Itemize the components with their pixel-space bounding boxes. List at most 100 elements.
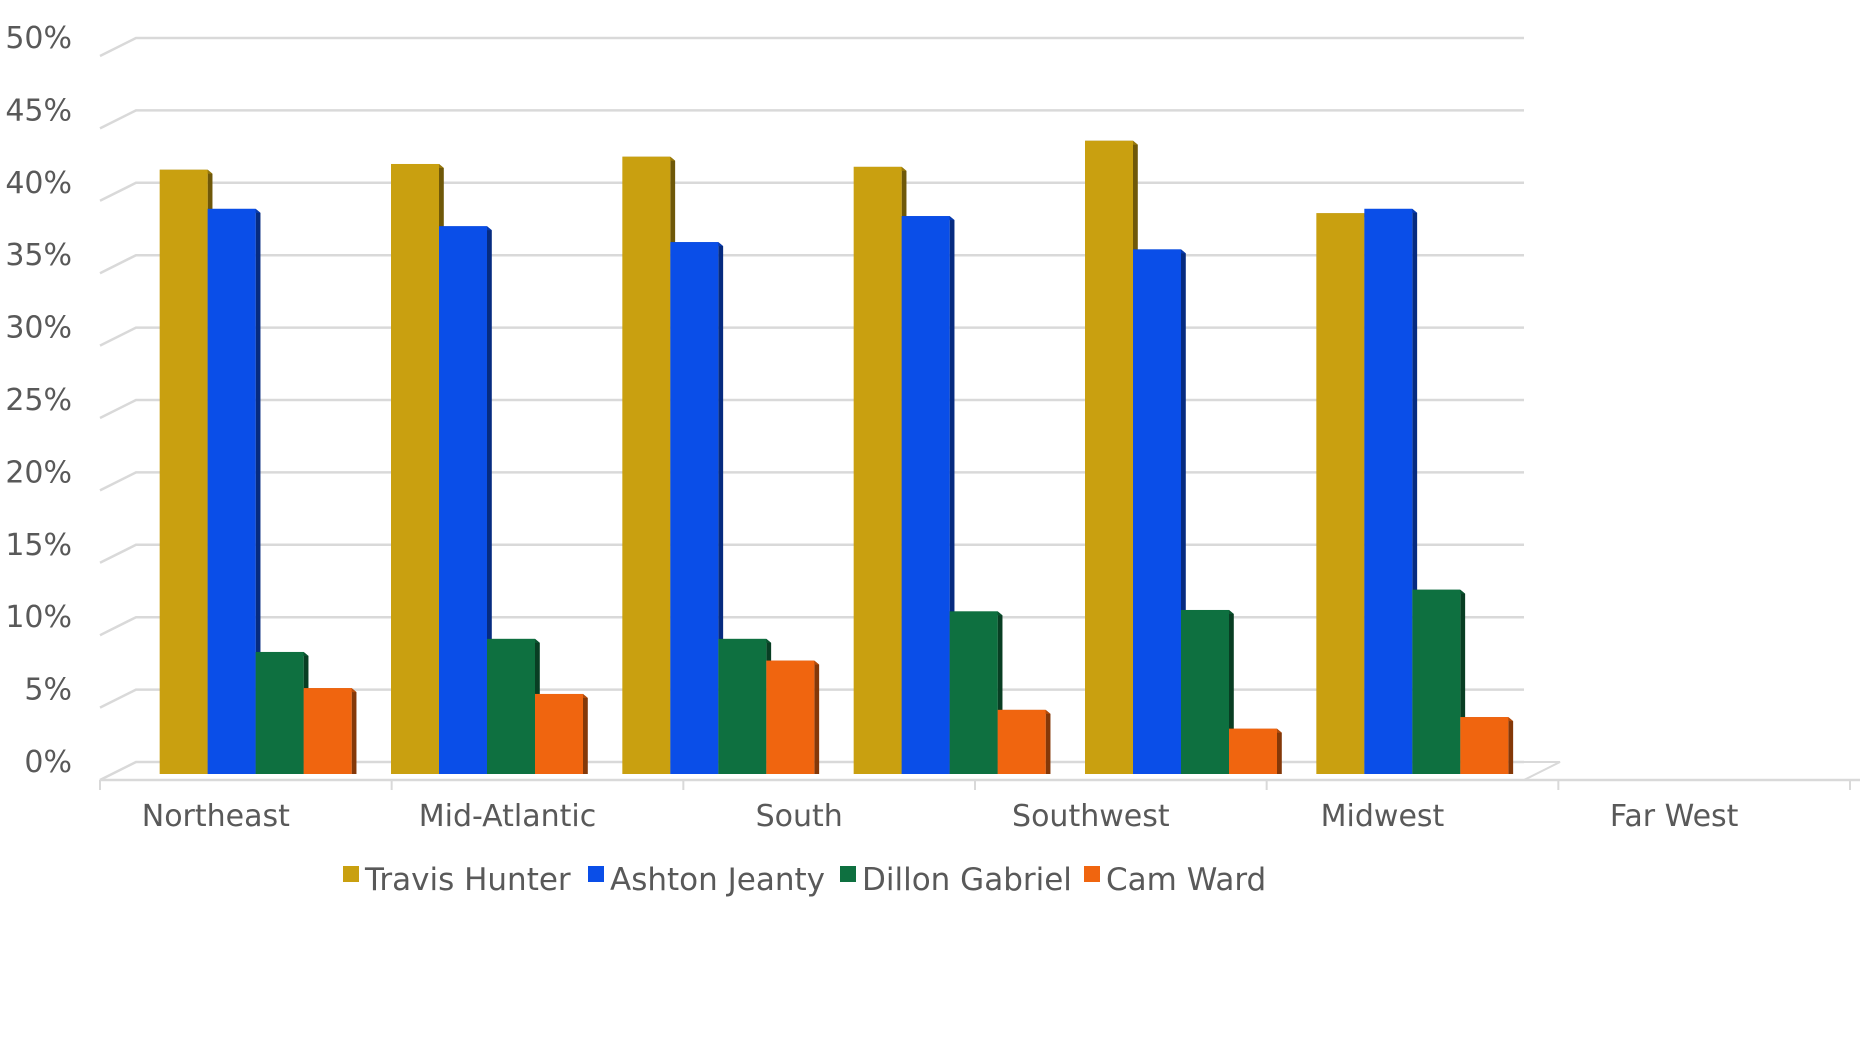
- bar-side: [487, 226, 492, 775]
- series-ashton-jeanty: [207, 208, 1418, 775]
- y-axis-tick-labels: 0% 5% 10% 15% 20% 25% 30% 35% 40% 45% 50%: [5, 21, 72, 780]
- bar-front: [997, 709, 1046, 774]
- bar-front: [1460, 717, 1509, 774]
- bar: [1181, 609, 1234, 774]
- legend: Travis Hunter Ashton Jeanty Dillon Gabriel…: [343, 862, 1266, 898]
- bar: [1085, 140, 1138, 775]
- bar-front: [255, 651, 304, 774]
- x-category-label: Far West: [1610, 799, 1739, 834]
- y-tick-label: 45%: [5, 93, 72, 128]
- bar: [1412, 589, 1466, 774]
- bar-front: [718, 638, 767, 774]
- bar-front: [622, 156, 671, 775]
- legend-swatch: [1084, 866, 1100, 882]
- gridline: [99, 398, 1524, 420]
- bar: [1316, 213, 1370, 774]
- y-tick-label: 35%: [5, 238, 72, 273]
- bar-front: [766, 660, 815, 774]
- legend-item: Cam Ward: [1084, 862, 1266, 898]
- gridline: [99, 253, 1524, 275]
- y-tick-label: 40%: [5, 166, 72, 201]
- gridline: [99, 615, 1524, 637]
- legend-label: Cam Ward: [1106, 862, 1266, 898]
- x-category-label: Southwest: [1012, 799, 1170, 834]
- y-tick-label: 10%: [5, 600, 72, 635]
- legend-item: Dillon Gabriel: [840, 862, 1072, 898]
- bar: [901, 216, 955, 774]
- bar-front: [535, 693, 583, 774]
- x-category-label: Midwest: [1321, 799, 1445, 834]
- bar: [766, 660, 820, 774]
- gridline: [99, 471, 1524, 492]
- gridline: [99, 326, 1524, 347]
- y-tick-label: 50%: [5, 21, 72, 56]
- x-axis: Northeast Mid-Atlantic South Southwest Midwe…: [99, 778, 1860, 834]
- bar-side: [1045, 709, 1051, 774]
- x-category-label: Mid-Atlantic: [419, 799, 597, 834]
- gridline: [99, 543, 1524, 564]
- bar: [303, 688, 357, 774]
- bar: [391, 163, 444, 774]
- gridline: [99, 36, 1524, 58]
- bar: [439, 226, 492, 775]
- bar: [853, 166, 907, 774]
- y-tick-label: 5%: [24, 673, 72, 708]
- gridline: [99, 181, 1524, 202]
- bar-front: [1412, 589, 1461, 774]
- bar-front: [439, 226, 487, 775]
- bar-front: [1181, 609, 1229, 774]
- bar-front: [1085, 140, 1133, 775]
- y-tick-label: 20%: [5, 455, 72, 490]
- bar-front: [303, 688, 352, 774]
- bar-front: [901, 216, 950, 774]
- bar: [718, 638, 772, 774]
- bar: [255, 651, 309, 774]
- bar-front: [1229, 728, 1277, 774]
- bar: [670, 242, 724, 775]
- legend-label: Ashton Jeanty: [610, 862, 825, 898]
- bar-front: [853, 166, 902, 774]
- legend-swatch: [588, 866, 604, 882]
- bar: [997, 709, 1051, 774]
- bar-front: [670, 242, 719, 775]
- bar-front: [1316, 213, 1365, 774]
- bar-side: [583, 693, 588, 774]
- bar: [159, 169, 213, 774]
- y-tick-label: 15%: [5, 528, 72, 563]
- bar-side: [814, 660, 820, 774]
- bar-side: [1277, 728, 1282, 774]
- bar: [622, 156, 676, 775]
- bar: [535, 693, 588, 774]
- legend-label: Dillon Gabriel: [862, 862, 1072, 898]
- legend-item: Travis Hunter: [343, 862, 571, 898]
- gridline: [99, 109, 1524, 130]
- legend-label: Travis Hunter: [364, 862, 571, 898]
- gridline: [99, 688, 1524, 709]
- bar-front: [487, 638, 535, 774]
- bar-front: [1364, 208, 1413, 774]
- bar-series: [159, 140, 1514, 775]
- bar-front: [207, 208, 256, 774]
- series-dillon-gabriel: [255, 589, 1466, 774]
- bar-side: [255, 208, 261, 774]
- y-tick-label: 0%: [24, 745, 72, 780]
- bar: [207, 208, 261, 774]
- bar-side: [351, 688, 357, 774]
- legend-swatch: [343, 866, 359, 882]
- bar-front: [391, 163, 439, 774]
- gridlines: [99, 36, 1561, 782]
- bar: [487, 638, 540, 774]
- legend-swatch: [840, 866, 856, 882]
- x-category-label: Northeast: [142, 799, 290, 834]
- legend-item: Ashton Jeanty: [588, 862, 825, 898]
- bar: [949, 611, 1003, 774]
- series-cam-ward: [303, 660, 1514, 774]
- bar: [1229, 728, 1282, 774]
- y-tick-label: 25%: [5, 383, 72, 418]
- bar-front: [1133, 249, 1181, 774]
- bar-side: [1508, 717, 1514, 774]
- y-tick-label: 30%: [5, 311, 72, 346]
- x-category-label: South: [756, 799, 843, 834]
- bar: [1460, 717, 1514, 774]
